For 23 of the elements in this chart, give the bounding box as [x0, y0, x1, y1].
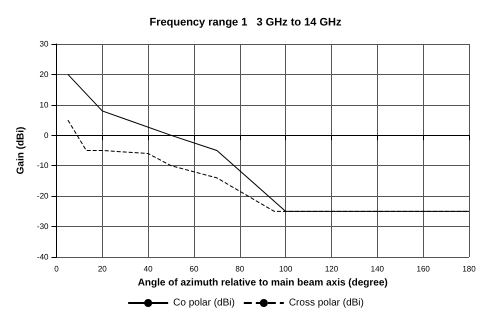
- y-tick-label: 0: [44, 130, 50, 140]
- x-tick-label: 40: [144, 264, 154, 274]
- x-tick-label: 80: [235, 264, 245, 274]
- y-axis-title: Gain (dBi): [16, 126, 26, 174]
- y-tick-label: 30: [40, 40, 50, 48]
- x-tick-label: 60: [190, 264, 199, 274]
- y-tick-label: -20: [36, 192, 50, 201]
- x-tick-label: 100: [278, 264, 293, 274]
- x-tick-label: 140: [370, 264, 385, 274]
- y-tick-label: 20: [40, 70, 50, 79]
- y-tick-label: -10: [36, 161, 50, 170]
- y-tick-label: -40: [36, 252, 50, 262]
- x-tick-label: 0: [54, 264, 60, 274]
- y-tick-label: 10: [40, 100, 50, 110]
- x-tick-label: 180: [462, 264, 476, 274]
- legend-label: Co polar (dBi): [173, 298, 235, 308]
- x-tick-label: 160: [416, 264, 430, 274]
- x-tick-label: 120: [324, 264, 339, 274]
- chart-title: Frequency range 1 3 GHz to 14 GHz: [150, 16, 342, 28]
- x-axis-title: Angle of azimuth relative to main beam axis (degree): [138, 277, 388, 288]
- y-tick-label: -30: [36, 222, 50, 232]
- legend-label: Cross polar (dBi): [288, 298, 364, 308]
- x-tick-label: 20: [98, 264, 108, 274]
